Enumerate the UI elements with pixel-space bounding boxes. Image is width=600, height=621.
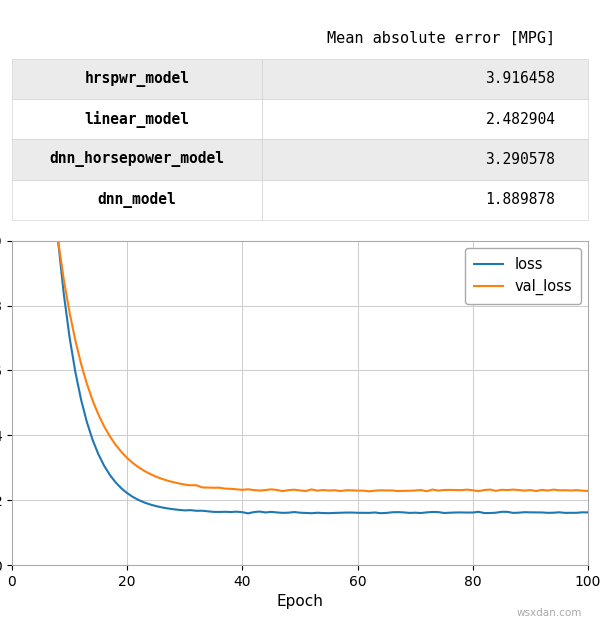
Line: loss: loss [58, 241, 588, 514]
val_loss [481, 486, 488, 494]
val_loss [319, 486, 326, 494]
val_loss [365, 487, 373, 495]
X-axis label: Epoch: Epoch [277, 594, 323, 609]
val_loss [429, 486, 436, 493]
Text: wsxdan.com: wsxdan.com [517, 608, 582, 618]
val_loss [55, 237, 62, 245]
loss [141, 499, 148, 506]
val_loss [584, 487, 592, 495]
loss [55, 237, 62, 245]
val_loss [164, 477, 171, 484]
loss [245, 510, 252, 517]
val_loss [141, 467, 148, 474]
loss [124, 489, 131, 497]
loss [325, 509, 332, 517]
loss [584, 509, 592, 516]
loss [481, 509, 488, 517]
val_loss [124, 455, 131, 462]
loss [429, 508, 436, 515]
loss [164, 505, 171, 512]
Line: val_loss: val_loss [58, 241, 588, 491]
Legend: loss, val_loss: loss, val_loss [465, 248, 581, 304]
